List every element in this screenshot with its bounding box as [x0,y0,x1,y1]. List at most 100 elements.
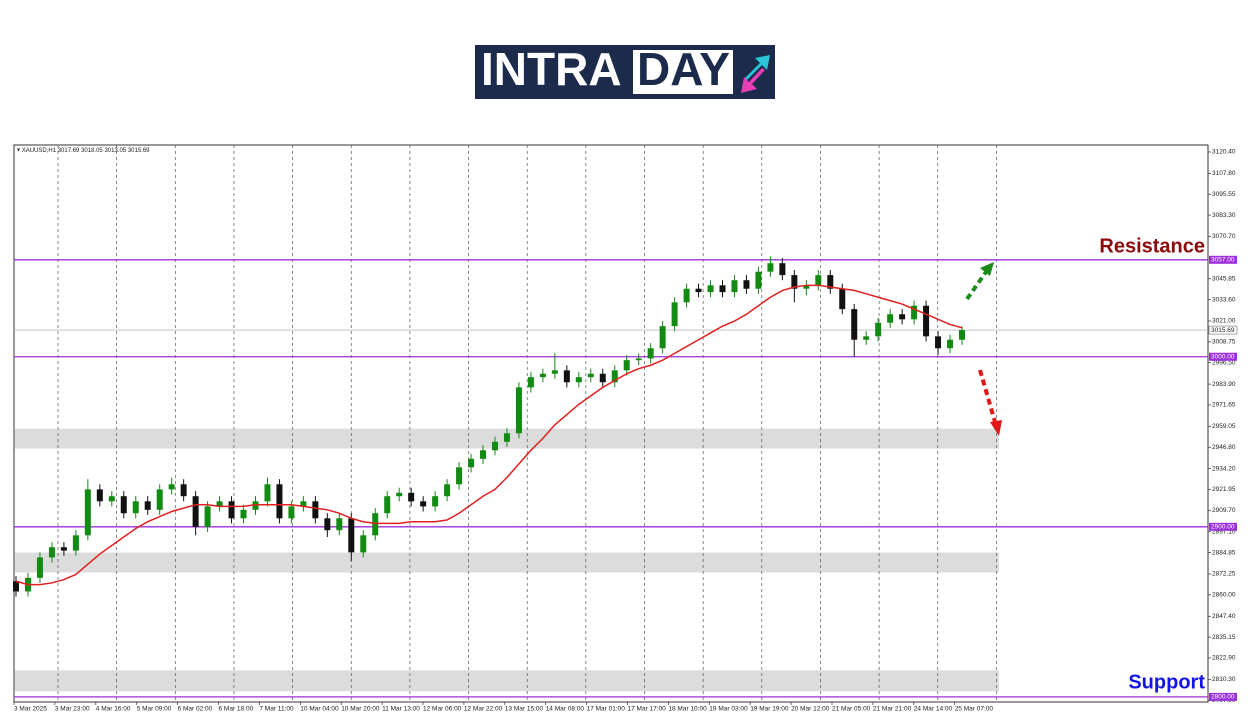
candle-body [683,288,690,303]
level-box [1209,352,1237,361]
candle-body [935,336,942,349]
candle-body [216,501,223,507]
header-value: 3017.69 [58,148,80,154]
down-arrow [978,369,1002,436]
candle-body [96,489,103,502]
y-tick-label: 3095.55 [1212,191,1236,198]
candle-body [480,450,487,459]
x-tick-label: 17 Mar 01:00 [587,706,626,713]
level-box [1209,255,1237,264]
candle-body [264,484,271,502]
candle-body [108,496,115,502]
candle-body [432,496,439,507]
chart-header: ▾ XAUUSD,H1 3017.69 3018.05 3013.05 3015… [17,148,150,154]
x-tick-label: 17 Mar 17:00 [628,706,667,713]
candle-body [815,275,822,286]
candle-body [707,285,714,293]
y-tick-label: 2909.70 [1212,507,1236,514]
candle-body [420,501,427,507]
x-tick-label: 19 Mar 03:00 [709,706,748,713]
candle-body [731,280,738,293]
x-tick-label: 13 Mar 15:00 [505,706,544,713]
candle-body [827,275,834,289]
x-tick-label: 10 Mar 04:00 [300,706,339,713]
y-tick-label: 2983.90 [1212,381,1236,388]
candle-body [168,484,175,490]
candle-body [551,370,558,374]
header-value: 3018.05 [81,148,103,154]
x-tick-label: 6 Mar 02:00 [178,706,213,713]
candle-body [13,581,19,592]
candle-body [527,377,534,388]
y-tick-label: 2860.00 [1212,592,1236,599]
candle-body [72,535,79,551]
candle-body [228,501,235,519]
candle-body [408,492,415,502]
y-tick-label: 3045.85 [1212,275,1236,282]
candle-body [336,518,343,531]
candle-body [324,518,331,531]
level-label: 3000.00 [1211,353,1235,360]
y-tick-label: 2884.85 [1212,549,1236,556]
candle-body [671,302,678,327]
candle-body [156,489,163,510]
arrow-head [990,420,1002,436]
candle-body [875,322,882,337]
candle-body [623,360,630,371]
candle-body [611,370,618,383]
candle-body [491,441,498,451]
x-tick-label: 24 Mar 14:00 [914,706,953,713]
x-tick-label: 21 Mar 05:00 [832,706,871,713]
candle-body [312,501,319,519]
candle-body [372,513,379,536]
x-tick-label: 3 Mar 2025 [14,706,47,713]
support-label: Support [1128,671,1205,693]
logo-arrow [741,68,765,93]
moving-average [15,284,963,586]
level-label: 2800.00 [1211,694,1235,701]
resistance-label: Resistance [1099,235,1205,257]
y-tick-label: 3021.00 [1212,318,1236,325]
logo-text: DAY [637,43,730,95]
candle-body [851,309,858,340]
candle-body [899,314,906,320]
candle-body [587,373,594,378]
y-tick-label: 3083.30 [1212,212,1236,219]
y-tick-label: 2872.25 [1212,571,1236,578]
x-tick-label: 11 Mar 13:00 [382,706,420,713]
candle-body [863,336,870,340]
x-tick-label: 5 Mar 09:00 [137,706,172,713]
symbol: XAUUSD,H1 [22,148,57,154]
y-tick-label: 3107.80 [1212,170,1236,177]
level-box [1209,692,1237,701]
x-tick-label: 6 Mar 18:00 [219,706,254,713]
current-price-label: 3015.69 [1211,327,1235,334]
y-tick-label: 2921.95 [1212,486,1236,493]
candle-body [180,484,187,497]
candle-body [911,305,918,320]
y-tick-label: 3120.40 [1212,149,1236,156]
candle-body [252,501,259,510]
candle-body [563,370,570,383]
candle-body [396,492,403,497]
candle-body [887,314,894,323]
candles [13,256,965,597]
plot-frame [13,144,1209,703]
x-tick-label: 19 Mar 19:00 [750,706,789,713]
candle-body [132,501,139,514]
y-tick-label: 3070.70 [1212,233,1236,240]
candle-body [360,535,367,553]
candle-body [300,501,307,507]
logo-arrow [745,55,770,80]
zone [15,552,999,573]
y-tick-label: 3033.60 [1212,296,1236,303]
candle-body [120,496,127,514]
candle-body [755,271,762,289]
candle-body [36,557,43,578]
y-tick-label: 2835.15 [1212,634,1236,641]
candle-body [348,518,355,553]
candle-body [84,489,91,536]
y-tick-label: 2959.05 [1212,423,1236,430]
